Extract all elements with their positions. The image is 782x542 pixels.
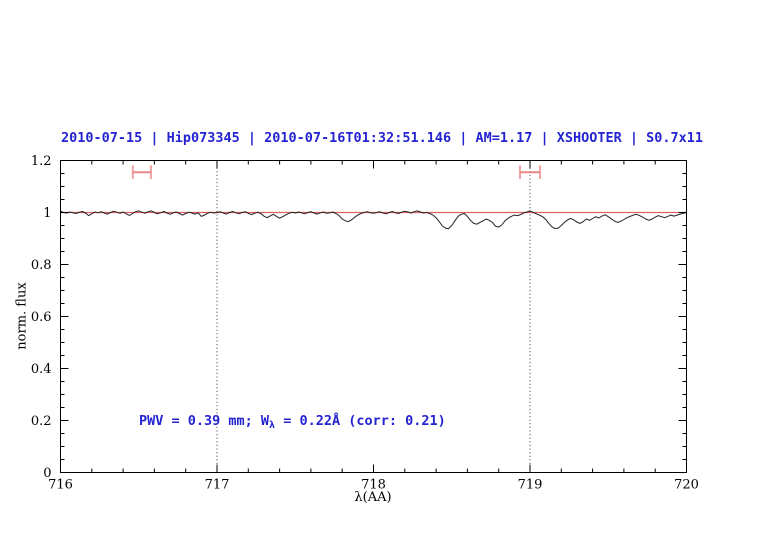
spectrum-line [60, 210, 687, 230]
y-tick-label-0.4: 0.4 [31, 362, 52, 377]
y-tick-label-1: 1 [43, 206, 51, 221]
plot-title: 2010-07-15 | Hip073345 | 2010-07-16T01:3… [60, 130, 704, 146]
y-tick-label-1.2: 1.2 [31, 154, 52, 169]
x-tick-label-719: 719 [518, 477, 543, 492]
x-tick-label-718: 718 [361, 477, 386, 492]
y-axis-title: norm. flux [14, 282, 30, 350]
x-axis-title: λ(AA) [354, 490, 392, 505]
lambda-subscript: λ [269, 420, 276, 431]
x-tick-label-717: 717 [205, 477, 230, 492]
pwv-annotation-prefix: PWV = 0.39 mm; W [139, 413, 270, 429]
x-tick-label-720: 720 [674, 477, 699, 492]
pwv-annotation-suffix: = 0.22Å (corr: 0.21) [275, 413, 446, 429]
band-marker-1 [131, 165, 152, 179]
y-tick-label-0.2: 0.2 [31, 414, 52, 429]
y-tick-label-0: 0 [43, 466, 51, 481]
band-marker-2 [518, 165, 542, 179]
x-tick-label-716: 716 [48, 477, 73, 492]
pwv-annotation: PWV = 0.39 mm; Wλ = 0.22Å (corr: 0.21) [139, 413, 446, 431]
y-tick-label-0.6: 0.6 [31, 310, 52, 325]
y-tick-label-0.8: 0.8 [31, 258, 52, 273]
